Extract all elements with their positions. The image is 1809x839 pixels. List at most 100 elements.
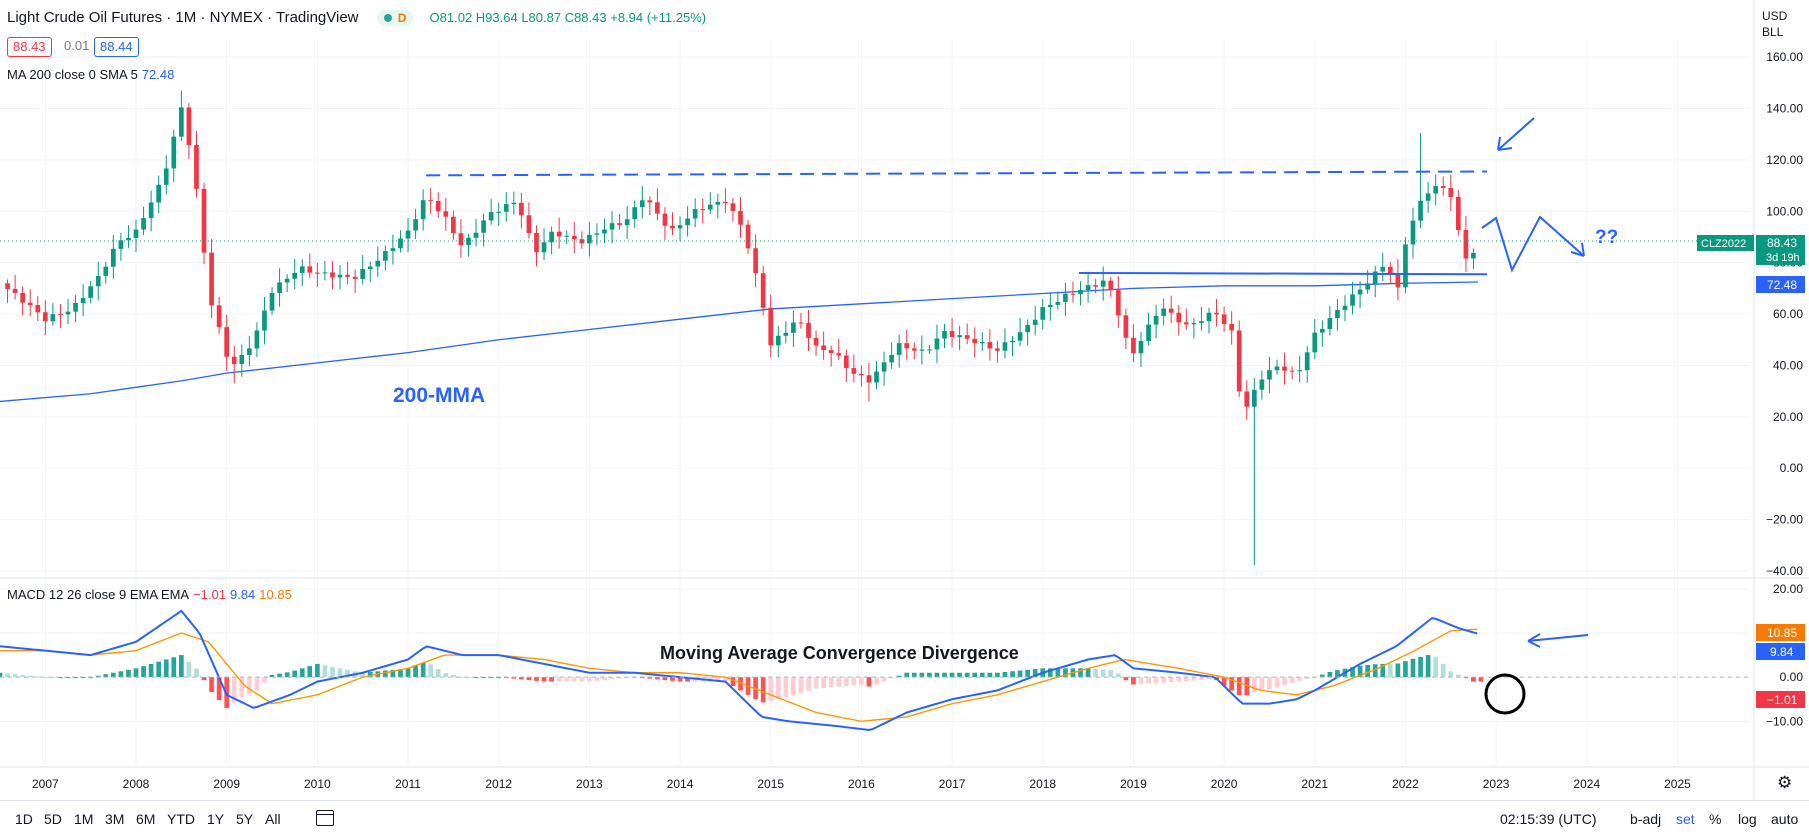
candle-body	[1040, 307, 1046, 320]
macd-histogram-bar	[466, 677, 471, 679]
auto-toggle[interactable]: auto	[1771, 811, 1799, 827]
candle-body	[1297, 370, 1302, 372]
timeframe-1y[interactable]: 1Y	[207, 811, 225, 827]
macd-histogram-bar	[5, 673, 10, 678]
candle-body	[367, 266, 373, 270]
sell-button[interactable]: 88.43	[7, 37, 52, 57]
timeframe-ytd[interactable]: YTD	[167, 811, 195, 827]
macd-histogram-bar	[231, 677, 237, 703]
candle-body	[383, 251, 388, 261]
macd-histogram-bar	[1199, 677, 1204, 680]
macd-histogram-bar	[209, 677, 214, 693]
candle-body	[783, 332, 789, 336]
candle-body	[1425, 193, 1431, 201]
candle-body	[20, 292, 26, 303]
ma-price-tag: 72.48	[1767, 278, 1797, 292]
macd-histogram-bar	[186, 661, 192, 678]
candle-body	[1365, 283, 1371, 290]
macd-histogram-bar	[1191, 677, 1197, 681]
macd-histogram-bar	[262, 677, 267, 683]
macd-histogram-bar	[1350, 667, 1355, 678]
macd-histogram-bar	[1387, 663, 1393, 678]
candle-body	[420, 200, 426, 220]
macd-histogram-bar	[330, 666, 335, 678]
candle-body	[171, 136, 177, 169]
candle-body	[927, 349, 932, 351]
candle-body	[345, 274, 350, 277]
chart-canvas[interactable]: −40.00−20.000.0020.0040.0060.0080.00100.…	[0, 0, 1809, 800]
macd-histogram-bar	[95, 675, 101, 678]
candle-body	[58, 314, 63, 316]
clock-time[interactable]: 02:15:39 (UTC)	[1500, 811, 1597, 827]
timeframe-1m[interactable]: 1M	[74, 811, 94, 827]
candle-body	[163, 168, 169, 185]
mma-label: 200-MMA	[393, 384, 485, 407]
timeframe-5y[interactable]: 5Y	[236, 811, 254, 827]
macd-legend[interactable]: MACD 12 26 close 9 EMA EMA −1.01 9.84 10.85	[7, 587, 292, 602]
candle-body	[1199, 321, 1204, 324]
timeframe-1d[interactable]: 1D	[15, 811, 33, 827]
macd-histogram-bar	[806, 677, 811, 691]
time-tick-label: 2020	[1211, 777, 1238, 791]
status-dot-icon	[383, 14, 392, 23]
macd-histogram-bar	[1380, 663, 1386, 678]
candle-body	[1176, 312, 1182, 323]
candle-body	[1115, 290, 1121, 316]
timeframe-all[interactable]: All	[265, 811, 281, 827]
time-tick-label: 2023	[1483, 777, 1510, 791]
candle-body	[503, 204, 509, 212]
candle-body	[375, 260, 381, 267]
candle-body	[768, 307, 774, 346]
macd-histogram-bar	[27, 675, 33, 678]
timeframe-3m[interactable]: 3M	[105, 811, 125, 827]
percent-toggle[interactable]: %	[1709, 811, 1722, 827]
macd-histogram-bar	[655, 677, 660, 680]
candle-body	[647, 200, 653, 203]
macd-histogram-bar	[889, 677, 894, 679]
candle-body	[481, 220, 486, 233]
symbol-title[interactable]: Light Crude Oil Futures · 1M · NYMEX · T…	[7, 9, 359, 26]
back-adjust-toggle[interactable]: b-adj	[1630, 811, 1662, 827]
calendar-icon[interactable]	[316, 810, 334, 826]
macd-histogram-bar	[602, 677, 607, 681]
candle-body	[118, 240, 124, 249]
macd-title: Moving Average Convergence Divergence	[660, 643, 1019, 663]
question-label: ??	[1595, 227, 1618, 248]
candle-body	[1017, 332, 1023, 341]
candle-body	[511, 202, 517, 205]
macd-histogram-bar	[269, 674, 275, 678]
spread-value: 0.01	[64, 38, 90, 53]
macd-histogram-bar	[979, 672, 985, 678]
macd-histogram-bar	[1085, 668, 1091, 678]
candle-body	[972, 338, 978, 344]
macd-histogram-bar	[1244, 677, 1250, 696]
macd-histogram-bar	[942, 672, 947, 678]
log-toggle[interactable]: log	[1738, 811, 1757, 827]
candle-body	[556, 231, 562, 237]
candle-body	[1319, 328, 1325, 333]
macd-histogram-bar	[1335, 670, 1340, 678]
market-status-badge[interactable]: D	[376, 10, 414, 27]
candle-body	[247, 348, 252, 356]
macd-tick-label: 0.00	[1780, 670, 1804, 684]
projection-zigzag	[1481, 215, 1585, 273]
candle-body	[1063, 293, 1068, 302]
currency-unit[interactable]: USD BLL	[1762, 9, 1788, 39]
buy-button[interactable]: 88.44	[94, 37, 139, 57]
candle-body	[269, 293, 275, 311]
candle-body	[95, 275, 101, 287]
gear-icon[interactable]: ⚙	[1777, 773, 1793, 792]
candle-body	[148, 202, 154, 219]
candle-body	[609, 223, 615, 230]
timeframe-5d[interactable]: 5D	[44, 811, 62, 827]
time-tick-label: 2012	[485, 777, 512, 791]
candle-body	[1100, 280, 1106, 287]
macd-histogram-bar	[972, 672, 978, 678]
ma-legend[interactable]: MA 200 close 0 SMA 5 72.48	[7, 67, 175, 82]
timeframe-6m[interactable]: 6M	[136, 811, 156, 827]
settlement-toggle[interactable]: set	[1676, 811, 1695, 827]
candle-body	[1372, 271, 1378, 284]
candle-body	[1463, 230, 1469, 259]
macd-histogram-bar	[443, 673, 449, 678]
macd-histogram-bar	[65, 677, 71, 679]
